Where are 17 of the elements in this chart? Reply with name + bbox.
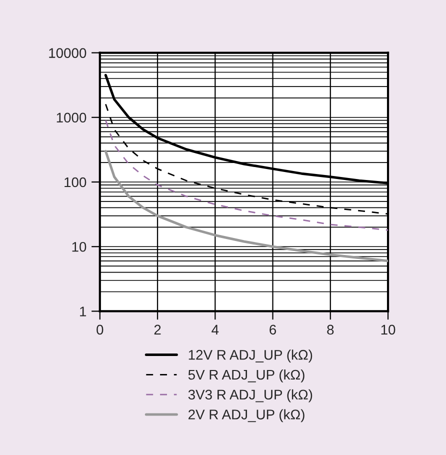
line-series [104,150,388,262]
legend-label: 12V R ADJ_UP (kΩ) [188,350,312,363]
legend-label: 3V3 R ADJ_UP (kΩ) [188,389,312,402]
y-tick-label: 10000 [49,48,86,58]
y-tick-label: 1000 [56,112,86,123]
x-tick-label: 10 [381,324,396,335]
x-tick-label: 0 [96,324,104,335]
y-tick-label: 10 [72,242,86,252]
y-tick-label: 100 [64,177,86,188]
x-tick-label: 4 [212,324,219,334]
legend-label: 5V R ADJ_UP (kΩ) [188,369,304,382]
line-series [104,120,388,231]
x-tick-label: 2 [154,324,161,334]
x-tick-label: 8 [327,324,334,335]
legend-label: 2V R ADJ_UP (kΩ) [188,409,304,422]
y-tick-label: 1 [80,306,86,316]
x-tick-label: 6 [270,324,276,335]
